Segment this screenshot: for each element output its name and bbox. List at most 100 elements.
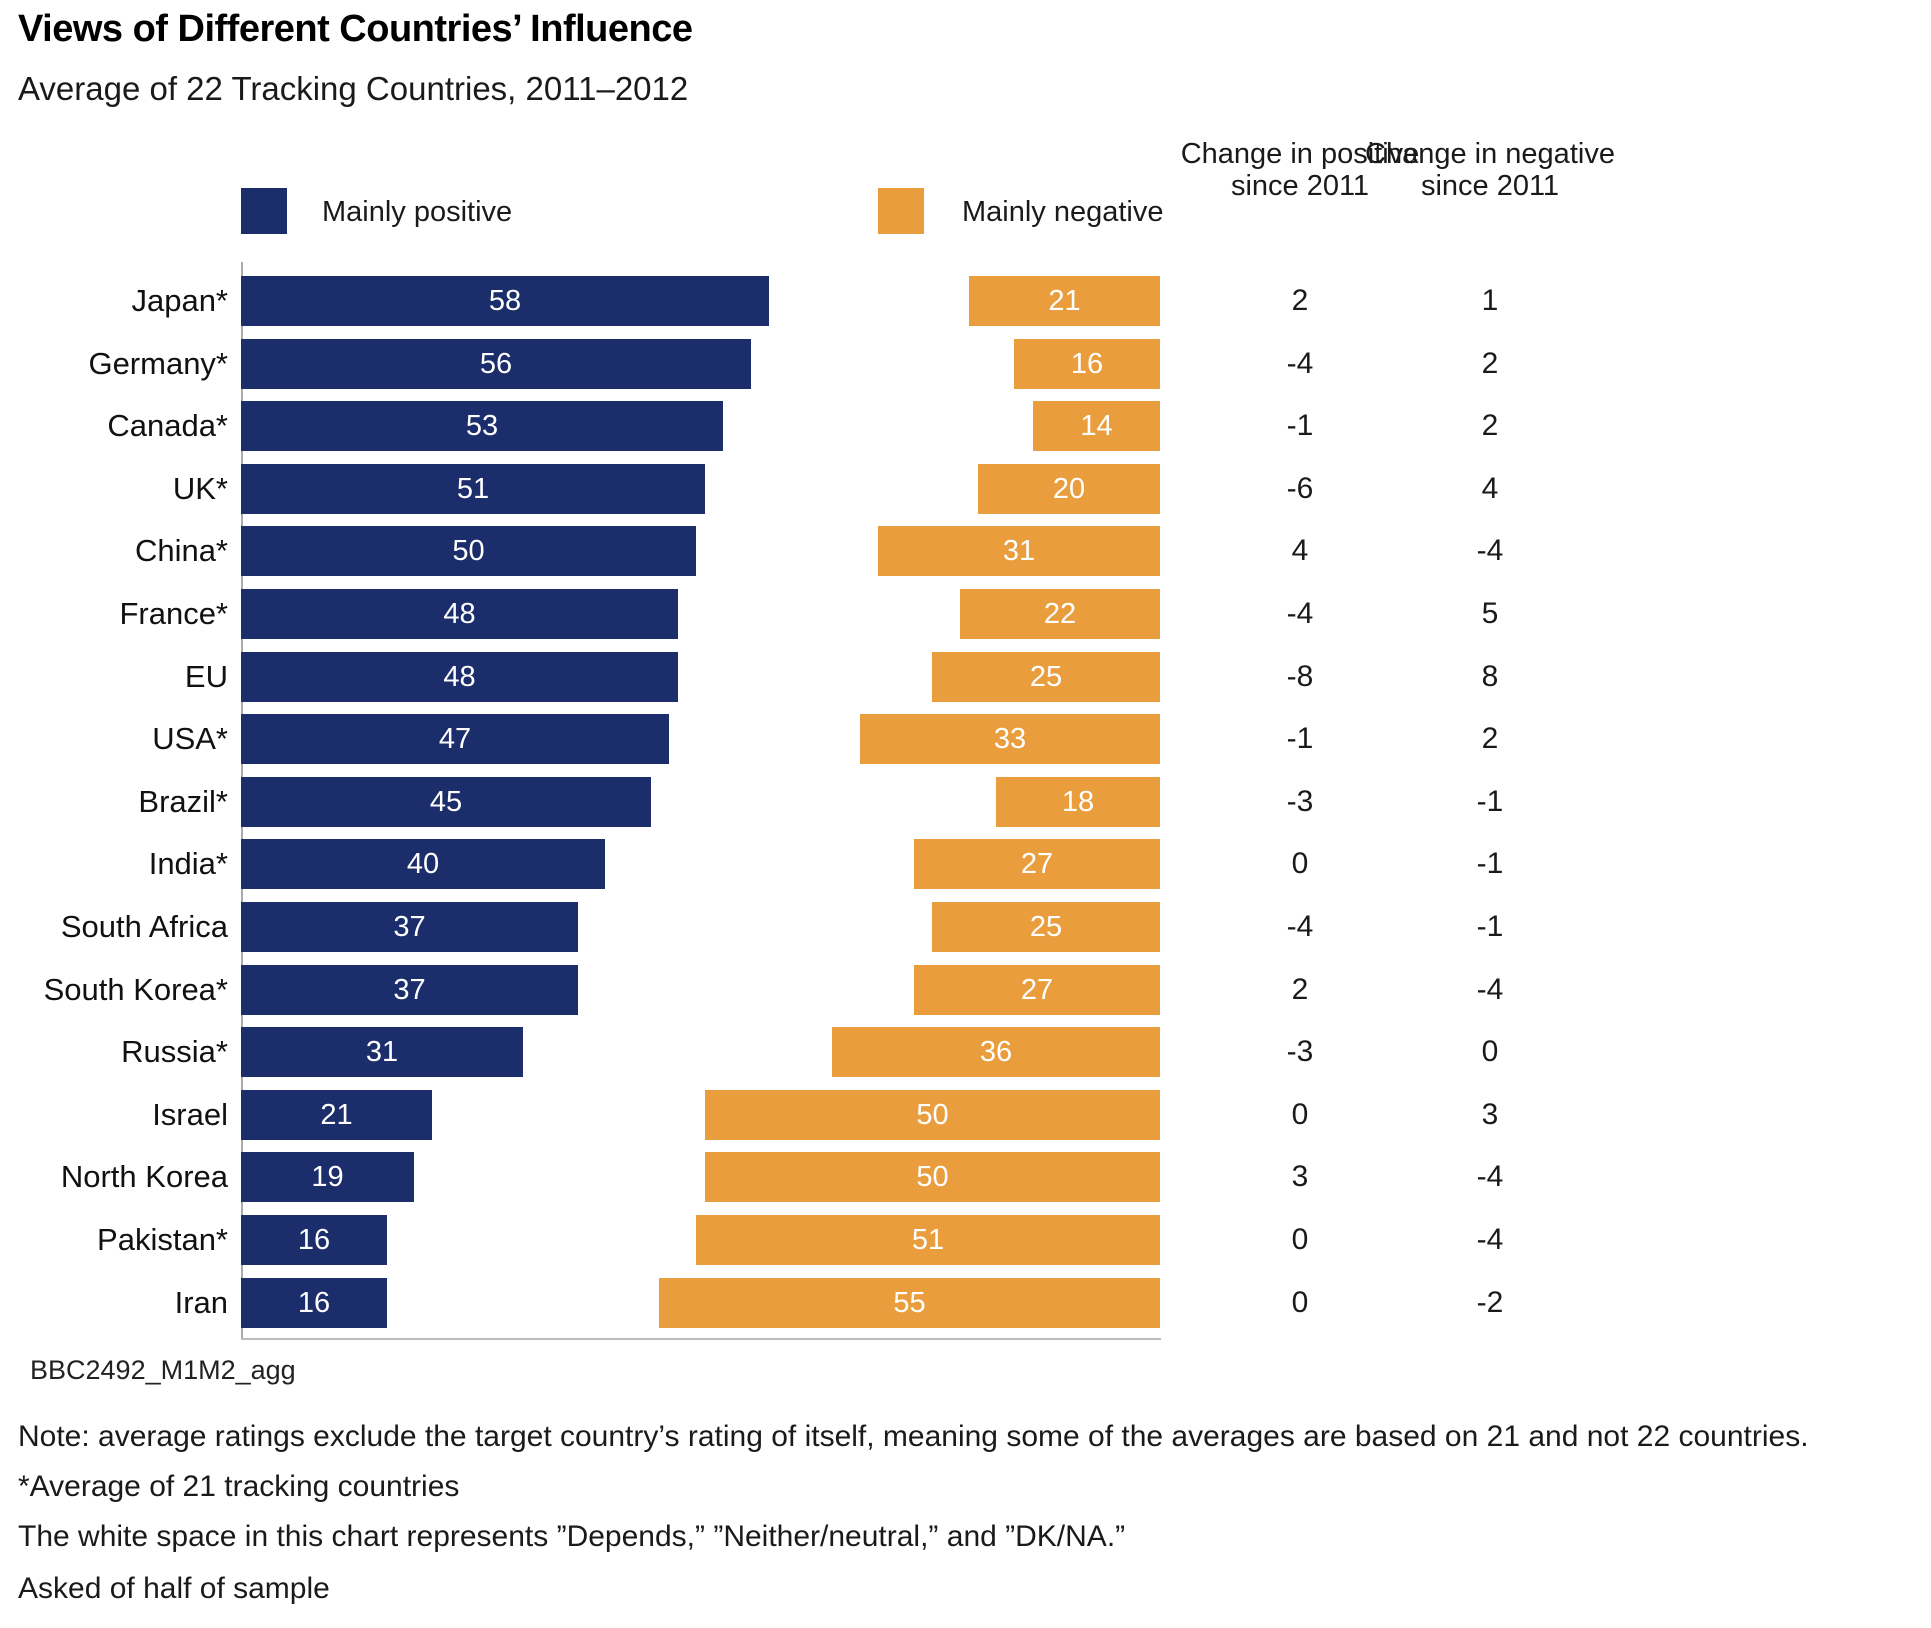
change-positive-value: 4: [1291, 534, 1309, 567]
change-negative-value: 0: [1481, 1035, 1499, 1068]
negative-bar-value: 33: [993, 722, 1027, 755]
country-label: Brazil*: [138, 784, 228, 819]
country-label: Pakistan*: [97, 1222, 228, 1257]
negative-bar-value: 51: [911, 1223, 945, 1256]
country-label: Israel: [152, 1097, 228, 1132]
negative-bar: 25: [932, 652, 1160, 702]
negative-bar: 51: [696, 1215, 1160, 1265]
country-label: North Korea: [60, 1159, 228, 1194]
change-negative-value: -1: [1476, 785, 1504, 818]
change-positive-value: -1: [1286, 409, 1314, 442]
country-label: China*: [134, 533, 228, 568]
negative-bar-value: 27: [1020, 973, 1054, 1006]
negative-bar: 14: [1033, 401, 1160, 451]
negative-bar: 16: [1014, 339, 1160, 389]
positive-bar-value: 48: [443, 597, 476, 630]
country-label: France*: [119, 596, 228, 631]
negative-bar-value: 16: [1070, 347, 1104, 380]
negative-bar: 18: [996, 777, 1160, 827]
negative-bar: 55: [659, 1278, 1160, 1328]
country-label: Germany*: [88, 346, 228, 381]
positive-bar-value: 16: [297, 1223, 331, 1256]
note-line-2: *Average of 21 tracking countries: [18, 1470, 460, 1503]
country-label: EU: [184, 659, 228, 694]
country-label: USA*: [152, 721, 228, 756]
positive-bar: 48: [241, 589, 678, 639]
change-negative-value: -4: [1476, 534, 1504, 567]
negative-bar: 33: [860, 714, 1160, 764]
legend-negative-swatch: [878, 188, 924, 234]
legend-positive-label: Mainly positive: [322, 196, 513, 228]
change-positive-value: 0: [1291, 1223, 1309, 1256]
negative-bar-value: 25: [1029, 910, 1063, 943]
change-positive-value: -1: [1286, 722, 1314, 755]
positive-bar-value: 19: [311, 1160, 344, 1193]
positive-bar: 37: [241, 902, 578, 952]
change-negative-value: -2: [1476, 1286, 1504, 1319]
chart-title: Views of Different Countries’ Influence: [18, 8, 693, 50]
negative-bar-value: 25: [1029, 660, 1063, 693]
change-negative-value: 8: [1481, 660, 1499, 693]
negative-bar-value: 14: [1080, 409, 1113, 442]
change-negative-value: -1: [1476, 847, 1504, 880]
country-label: Japan*: [131, 283, 228, 318]
chart-subtitle: Average of 22 Tracking Countries, 2011–2…: [18, 70, 689, 107]
negative-bar-value: 50: [916, 1098, 949, 1131]
country-label: India*: [148, 846, 228, 881]
change-negative-value: -1: [1476, 910, 1504, 943]
note-line-3: The white space in this chart represents…: [18, 1520, 1126, 1553]
positive-bar: 21: [241, 1090, 432, 1140]
positive-bar-value: 31: [365, 1035, 399, 1068]
country-label: UK*: [172, 471, 228, 506]
positive-bar-value: 56: [479, 347, 513, 380]
positive-bar: 48: [241, 652, 678, 702]
change-positive-value: -3: [1286, 1035, 1314, 1068]
positive-bar: 40: [241, 839, 605, 889]
negative-bar-value: 31: [1002, 534, 1036, 567]
negative-bar: 22: [960, 589, 1160, 639]
change-positive-value: -4: [1286, 910, 1314, 943]
negative-bar: 25: [932, 902, 1160, 952]
column-header-negative-change: Change in negative since 2011: [1365, 138, 1615, 202]
positive-bar: 16: [241, 1278, 387, 1328]
positive-bar: 31: [241, 1027, 523, 1077]
negative-bar: 20: [978, 464, 1160, 514]
positive-bar-value: 21: [320, 1098, 353, 1131]
change-negative-value: 1: [1481, 284, 1499, 317]
negative-bar: 21: [969, 276, 1160, 326]
change-positive-value: 0: [1291, 1286, 1309, 1319]
negative-bar: 27: [914, 965, 1160, 1015]
change-positive-value: -8: [1286, 660, 1314, 693]
change-negative-value: 4: [1481, 472, 1499, 505]
positive-bar-value: 16: [297, 1286, 331, 1319]
change-negative-value: -4: [1476, 1160, 1504, 1193]
change-positive-value: 0: [1291, 1098, 1309, 1131]
change-negative-value: 5: [1481, 597, 1499, 630]
change-positive-value: -3: [1286, 785, 1314, 818]
negative-bar: 50: [705, 1152, 1160, 1202]
positive-bar: 50: [241, 526, 696, 576]
positive-bar: 19: [241, 1152, 414, 1202]
country-label: Canada*: [107, 408, 228, 443]
legend-negative-label: Mainly negative: [962, 196, 1164, 228]
negative-bar-value: 55: [893, 1286, 926, 1319]
negative-bar-value: 22: [1043, 597, 1077, 630]
positive-bar-value: 45: [429, 785, 463, 818]
country-label: Iran: [174, 1285, 228, 1320]
positive-bar-value: 50: [452, 534, 485, 567]
negative-bar: 36: [832, 1027, 1160, 1077]
change-positive-value: -4: [1286, 597, 1314, 630]
change-negative-value: 2: [1481, 409, 1499, 442]
negative-bar-value: 27: [1020, 847, 1054, 880]
country-label: Russia*: [121, 1034, 228, 1069]
change-positive-value: 3: [1291, 1160, 1309, 1193]
change-positive-value: 0: [1291, 847, 1309, 880]
positive-bar-value: 51: [456, 472, 490, 505]
positive-bar: 37: [241, 965, 578, 1015]
negative-bar: 31: [878, 526, 1160, 576]
positive-bar-value: 53: [465, 409, 499, 442]
negative-bar: 50: [705, 1090, 1160, 1140]
source-label: BBC2492_M1M2_agg: [30, 1355, 296, 1385]
positive-bar: 45: [241, 777, 651, 827]
